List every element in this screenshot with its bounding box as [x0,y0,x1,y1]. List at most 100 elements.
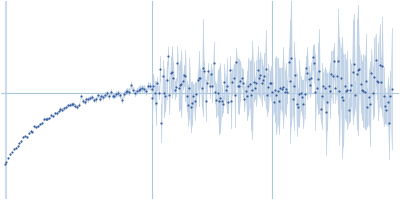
Point [177,84,183,87]
Point [193,93,199,96]
Point [351,62,357,66]
Point [340,98,346,101]
Point [272,88,278,92]
Point [344,88,351,91]
Point [234,84,241,87]
Point [240,81,246,84]
Point [308,76,314,80]
Point [134,89,140,93]
Point [3,161,10,164]
Point [328,73,334,76]
Point [376,64,383,67]
Point [256,77,262,80]
Point [52,112,58,115]
Point [364,105,371,109]
Point [334,74,340,78]
Point [305,78,312,81]
Point [11,147,17,150]
Point [152,91,158,95]
Point [382,104,388,107]
Point [124,89,131,92]
Point [217,96,224,99]
Point [288,56,294,59]
Point [327,89,333,92]
Point [184,94,190,98]
Point [74,105,80,108]
Point [370,91,376,95]
Point [310,56,316,59]
Point [360,89,367,92]
Point [12,146,19,149]
Point [316,69,322,72]
Point [132,92,138,95]
Point [367,103,373,106]
Point [154,82,160,85]
Point [148,88,155,91]
Point [208,72,214,75]
Point [18,140,24,143]
Point [57,107,64,111]
Point [16,141,23,145]
Point [158,122,164,125]
Point [28,129,34,132]
Point [176,87,182,90]
Point [331,59,337,62]
Point [362,91,368,94]
Point [218,99,225,102]
Point [295,105,301,109]
Point [70,102,77,105]
Point [330,75,336,78]
Point [72,104,78,108]
Point [314,86,320,89]
Point [157,67,163,70]
Point [253,82,260,85]
Point [221,80,228,83]
Point [280,86,286,89]
Point [339,96,345,99]
Point [245,85,252,88]
Point [230,76,237,79]
Point [224,84,230,87]
Point [109,94,116,97]
Point [46,116,52,119]
Point [233,60,240,64]
Point [380,95,387,98]
Point [315,77,321,80]
Point [355,68,361,72]
Point [368,71,375,74]
Point [264,93,270,96]
Point [323,111,329,114]
Point [262,68,269,71]
Point [59,108,66,111]
Point [287,80,293,83]
Point [372,58,379,61]
Point [363,80,369,83]
Point [172,88,178,91]
Point [293,103,300,106]
Point [249,89,256,92]
Point [91,98,97,102]
Point [348,83,355,87]
Point [254,68,261,72]
Point [106,95,112,98]
Point [186,87,193,90]
Point [202,99,209,102]
Point [338,77,344,80]
Point [252,87,258,90]
Point [383,109,390,112]
Point [281,90,288,93]
Point [236,85,242,88]
Point [153,102,159,105]
Point [135,88,142,91]
Point [126,90,132,93]
Point [241,97,248,100]
Point [250,80,257,83]
Point [24,135,30,138]
Point [379,65,385,68]
Point [285,60,292,63]
Point [185,104,191,107]
Point [168,72,174,75]
Point [307,83,313,87]
Point [260,79,266,82]
Point [276,99,282,102]
